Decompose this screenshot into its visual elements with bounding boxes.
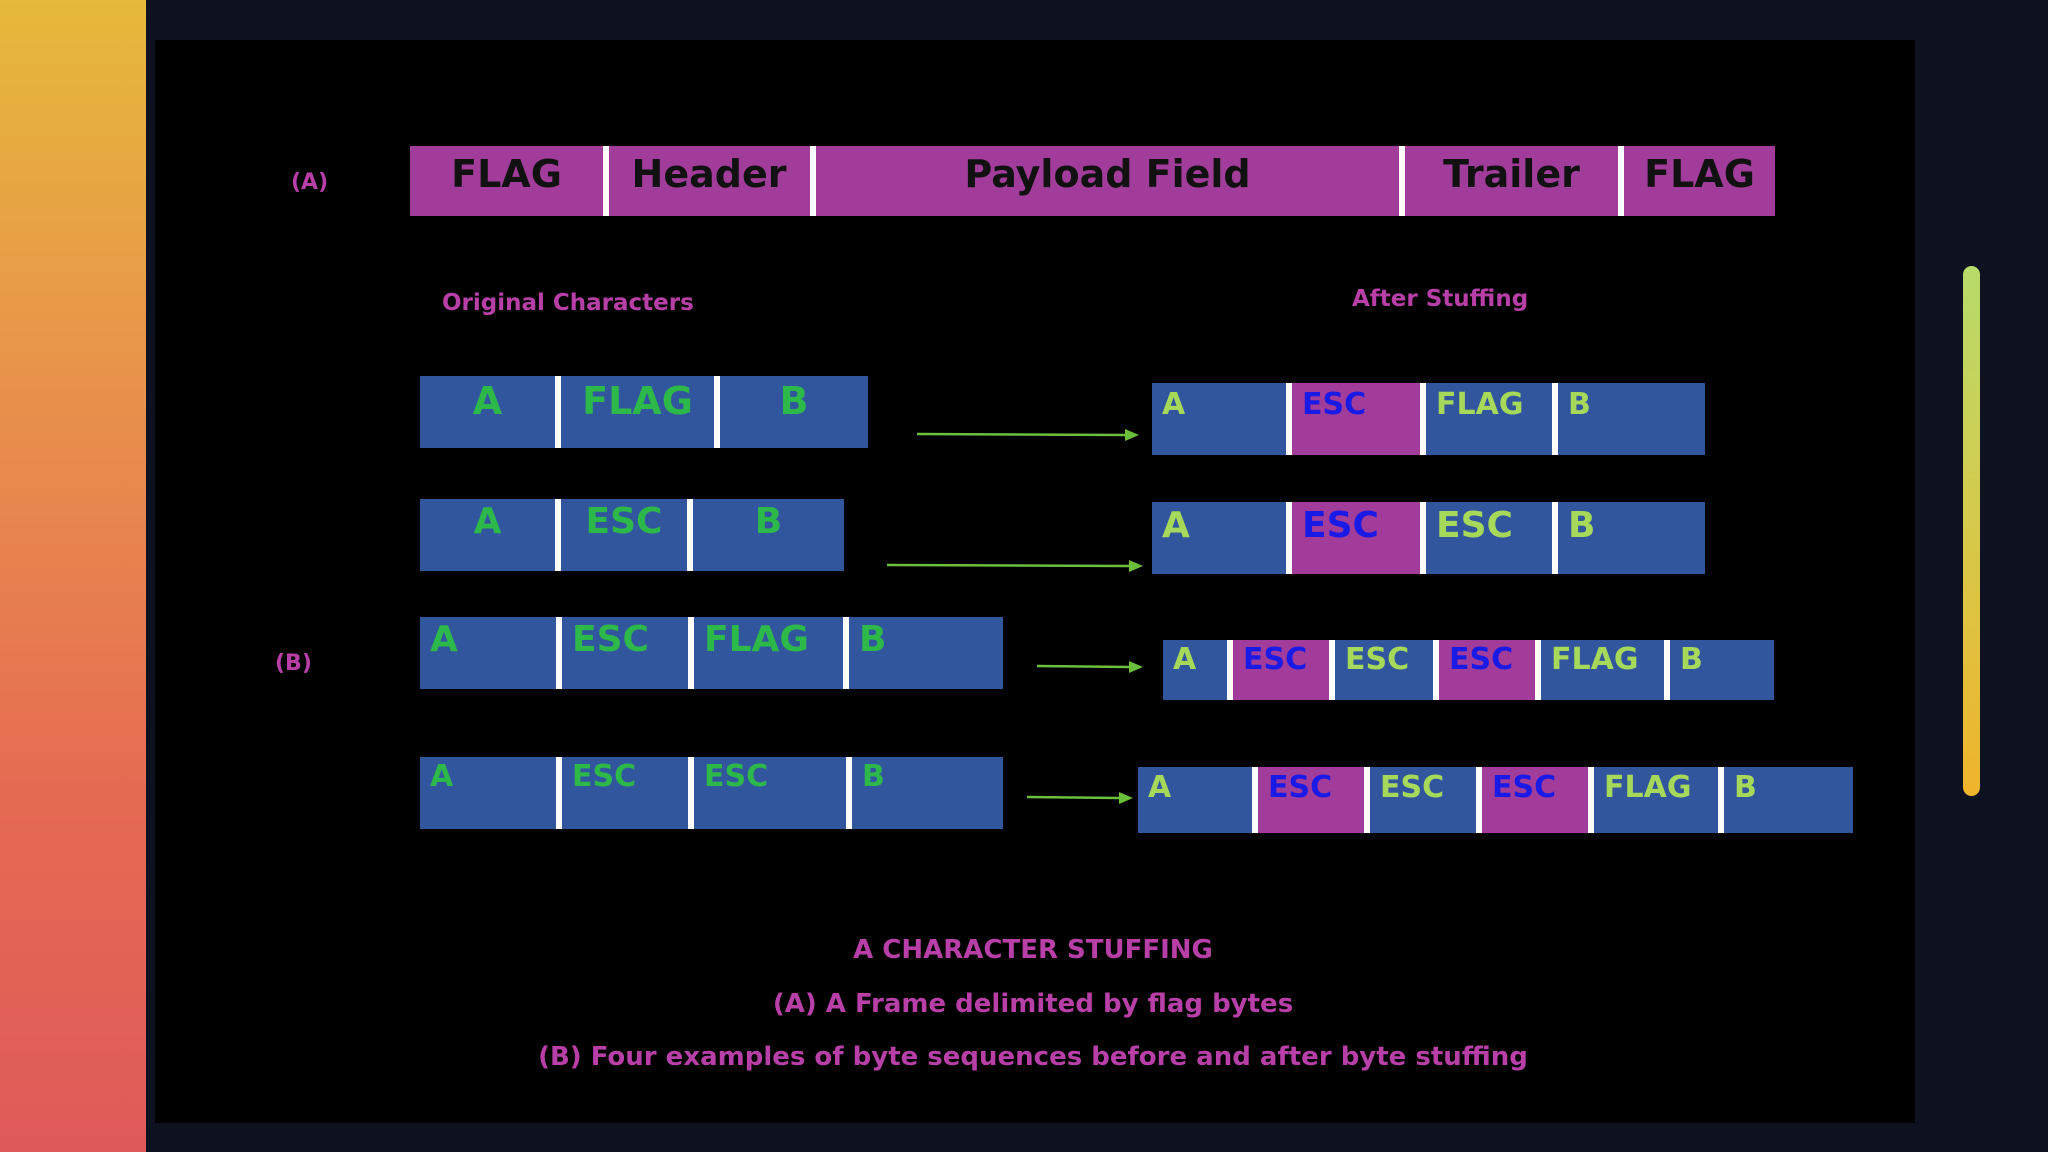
caption-line-b: (B) Four examples of byte sequences befo… xyxy=(538,1042,1528,1072)
byte-cell: A xyxy=(430,759,454,794)
byte-cell: B xyxy=(1568,505,1596,546)
after-stuffing-heading: After Stuffing xyxy=(1352,286,1529,312)
caption-line-a: (A) A Frame delimited by flag bytes xyxy=(772,989,1294,1019)
byte-divider xyxy=(1433,640,1439,700)
scrollbar-thumb[interactable] xyxy=(1963,266,1980,796)
frame-field-payload: Payload Field xyxy=(964,152,1251,196)
figure-title: A CHARACTER STUFFING xyxy=(853,935,1213,965)
byte-cell: ESC xyxy=(572,619,649,660)
byte-divider xyxy=(714,376,720,448)
arrow-right-icon xyxy=(1026,792,1133,804)
byte-cell-esc: ESC xyxy=(1258,767,1364,833)
byte-divider xyxy=(843,617,849,689)
byte-cell: ESC xyxy=(1380,770,1445,805)
byte-cell: B xyxy=(859,619,887,660)
byte-cell: FLAG xyxy=(1551,642,1639,677)
frame-divider xyxy=(603,146,609,216)
byte-cell: FLAG xyxy=(582,379,693,423)
byte-cell-esc: ESC xyxy=(1439,640,1535,700)
byte-divider xyxy=(555,376,561,448)
frame-field-trailer: Trailer xyxy=(1443,152,1580,196)
byte-cell: FLAG xyxy=(1604,770,1692,805)
example-1-original: A FLAG B xyxy=(420,376,868,448)
byte-divider xyxy=(1535,640,1541,700)
byte-divider xyxy=(1588,767,1594,833)
byte-cell: ESC xyxy=(585,501,663,542)
example-1-stuffed: A ESC FLAG B xyxy=(1152,383,1705,455)
byte-cell: B xyxy=(754,501,783,542)
byte-cell-esc: ESC xyxy=(1482,767,1588,833)
byte-cell-esc: ESC xyxy=(1233,640,1329,700)
byte-cell: ESC xyxy=(1345,642,1410,677)
byte-divider xyxy=(556,757,562,829)
example-4-original: A ESC ESC B xyxy=(420,757,1003,829)
arrow-right-icon xyxy=(916,429,1139,441)
byte-divider xyxy=(1664,640,1670,700)
byte-cell: A xyxy=(1162,505,1190,546)
byte-divider xyxy=(846,757,852,829)
byte-cell: FLAG xyxy=(1436,387,1524,422)
frame-field-flag-start: FLAG xyxy=(451,152,562,196)
left-gradient-sidebar xyxy=(0,0,146,1152)
byte-cell: B xyxy=(1680,642,1703,677)
byte-divider xyxy=(1227,640,1233,700)
arrow-right-icon xyxy=(1036,661,1143,673)
frame-field-header: Header xyxy=(631,152,787,196)
byte-cell: B xyxy=(1734,770,1757,805)
byte-cell: B xyxy=(862,759,885,794)
byte-cell: A xyxy=(473,501,502,542)
byte-divider xyxy=(1364,767,1370,833)
frame-divider xyxy=(810,146,816,216)
byte-cell: ESC xyxy=(1436,505,1513,546)
example-3-stuffed: A ESC ESC ESC FLAG B xyxy=(1163,640,1774,700)
byte-cell: A xyxy=(1148,770,1172,805)
byte-divider xyxy=(1329,640,1335,700)
byte-divider xyxy=(1552,502,1558,574)
byte-cell-esc: ESC xyxy=(1292,383,1420,455)
byte-cell: A xyxy=(430,619,458,660)
original-characters-heading: Original Characters xyxy=(442,290,694,316)
arrow-right-icon xyxy=(886,560,1143,572)
byte-divider xyxy=(1476,767,1482,833)
example-2-stuffed: A ESC ESC B xyxy=(1152,502,1705,574)
byte-divider xyxy=(1420,383,1426,455)
byte-cell: B xyxy=(1568,387,1591,422)
byte-divider xyxy=(1286,502,1292,574)
byte-cell: B xyxy=(779,379,809,423)
example-2-original: A ESC B xyxy=(420,499,844,571)
byte-divider xyxy=(1252,767,1258,833)
byte-cell-esc: ESC xyxy=(1292,502,1420,574)
byte-divider xyxy=(687,499,693,571)
slide-canvas: (A) FLAG Header Payload Field Trailer FL… xyxy=(155,40,1915,1123)
byte-cell: A xyxy=(472,379,503,423)
byte-divider xyxy=(555,499,561,571)
byte-divider xyxy=(688,617,694,689)
frame-divider xyxy=(1618,146,1624,216)
section-b-label: (B) xyxy=(275,651,312,676)
byte-cell: ESC xyxy=(572,759,637,794)
frame-a-bar: FLAG Header Payload Field Trailer FLAG xyxy=(410,146,1775,216)
byte-cell: FLAG xyxy=(704,619,809,660)
byte-divider xyxy=(556,617,562,689)
frame-a-label: (A) xyxy=(291,170,329,195)
frame-field-flag-end: FLAG xyxy=(1644,152,1755,196)
byte-divider xyxy=(1286,383,1292,455)
example-4-stuffed: A ESC ESC ESC FLAG B xyxy=(1138,767,1853,833)
byte-cell: A xyxy=(1162,387,1186,422)
frame-divider xyxy=(1399,146,1405,216)
byte-cell: A xyxy=(1173,642,1197,677)
byte-divider xyxy=(688,757,694,829)
byte-divider xyxy=(1420,502,1426,574)
byte-divider xyxy=(1552,383,1558,455)
example-3-original: A ESC FLAG B xyxy=(420,617,1003,689)
byte-cell: ESC xyxy=(704,759,769,794)
byte-divider xyxy=(1718,767,1724,833)
